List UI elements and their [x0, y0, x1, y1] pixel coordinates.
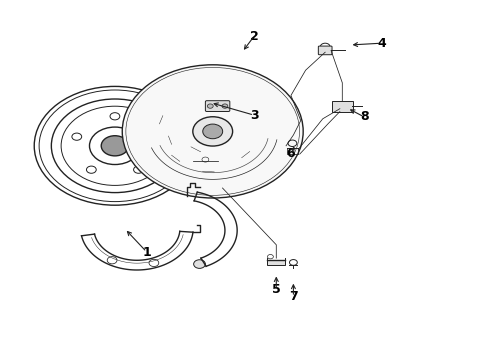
Bar — [267, 260, 285, 265]
Text: 8: 8 — [359, 111, 368, 123]
FancyBboxPatch shape — [318, 46, 331, 55]
Text: 3: 3 — [249, 109, 258, 122]
Circle shape — [193, 260, 205, 269]
Circle shape — [101, 136, 128, 156]
Circle shape — [192, 117, 232, 146]
Text: 5: 5 — [271, 283, 280, 296]
Text: 4: 4 — [376, 37, 385, 50]
Circle shape — [207, 104, 213, 108]
Circle shape — [222, 104, 227, 108]
FancyBboxPatch shape — [331, 101, 352, 112]
Text: 1: 1 — [142, 246, 151, 258]
Circle shape — [122, 65, 303, 198]
Text: 7: 7 — [288, 291, 297, 303]
FancyBboxPatch shape — [205, 101, 229, 112]
Text: 6: 6 — [286, 147, 295, 159]
Text: 2: 2 — [249, 30, 258, 42]
Circle shape — [203, 124, 222, 139]
